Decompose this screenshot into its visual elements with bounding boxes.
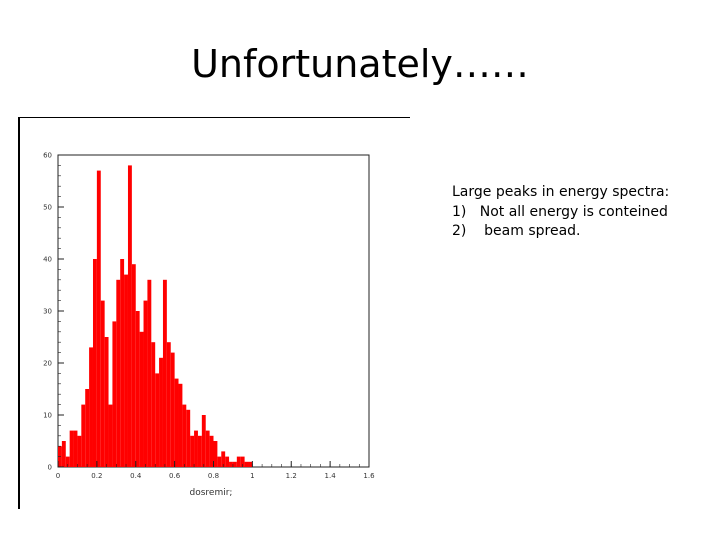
histogram-bar: [162, 279, 167, 467]
histogram-bar: [116, 279, 121, 467]
histogram-bar: [120, 259, 125, 467]
histogram-bar: [232, 461, 237, 467]
histogram-bar: [182, 404, 187, 467]
histogram-bar: [205, 430, 210, 467]
x-tick-label: 0.6: [169, 472, 181, 480]
histogram-bar: [77, 435, 82, 467]
histogram-bar: [155, 373, 160, 467]
histogram-bar: [166, 342, 171, 467]
histogram-bar: [221, 451, 226, 467]
notes-line-1: Large peaks in energy spectra:: [452, 184, 670, 200]
histogram-bar: [186, 409, 191, 467]
histogram-bar: [225, 456, 230, 467]
x-tick-label: 0.8: [208, 472, 219, 480]
x-tick-label: 0.2: [91, 472, 102, 480]
notes-line-2: 1) Not all energy is conteined: [452, 203, 668, 220]
y-tick-label: 10: [43, 412, 52, 420]
y-tick-label: 20: [43, 360, 52, 368]
histogram-bar: [174, 378, 179, 467]
y-tick-label: 60: [43, 152, 52, 160]
histogram-bar: [201, 415, 206, 467]
histogram-bar: [139, 331, 144, 467]
histogram-bar: [197, 435, 202, 467]
histogram-bar: [100, 300, 105, 467]
histogram-bar: [73, 430, 78, 467]
histogram-bar: [92, 259, 97, 467]
panel-top-border: [18, 117, 410, 118]
y-tick-label: 0: [48, 464, 52, 472]
histogram-bar: [135, 311, 140, 467]
x-tick-label: 0.4: [130, 472, 142, 480]
histogram-bar: [240, 456, 245, 467]
histogram-bar: [244, 461, 249, 467]
histogram-bar: [213, 441, 218, 467]
histogram-bar: [151, 342, 156, 467]
histogram-bar: [61, 441, 66, 467]
x-tick-label: 1.2: [286, 472, 297, 480]
y-ticks: 0 10 20 30 40 50 60: [43, 152, 64, 472]
x-tick-label: 0: [56, 472, 60, 480]
x-tick-label: 1.4: [325, 472, 337, 480]
y-tick-label: 30: [43, 308, 52, 316]
histogram-bar: [112, 321, 117, 467]
histogram-bar: [69, 430, 74, 467]
histogram-bar: [124, 274, 128, 467]
histogram-bar: [104, 337, 109, 467]
histogram-bar: [81, 404, 86, 467]
histogram-bar: [147, 279, 152, 467]
x-axis-label: dosremir;: [190, 488, 233, 498]
panel-left-border: [18, 117, 20, 509]
y-tick-label: 50: [43, 204, 52, 212]
histogram-bar: [131, 264, 136, 467]
histogram-bar: [209, 435, 214, 467]
histogram-panel: 0 0.2 0.4 0.6 0.8 1 1.2 1.4 1.6 0 10 20 30 40 50 60 do…: [18, 117, 410, 509]
histogram-bar: [89, 347, 93, 467]
histogram-bar: [248, 461, 253, 467]
histogram-bar: [190, 435, 195, 467]
histogram-bar: [229, 461, 233, 467]
histogram-bar: [96, 170, 101, 467]
histogram-bar: [217, 456, 222, 467]
y-tick-label: 40: [43, 256, 52, 264]
energy-histogram: 0 0.2 0.4 0.6 0.8 1 1.2 1.4 1.6 0 10 20 30 40 50 60 do…: [43, 152, 375, 499]
histogram-bar: [127, 165, 132, 467]
histogram-bar: [178, 383, 183, 467]
histogram-bar: [85, 389, 90, 467]
notes-textbox: Large peaks in energy spectra: 1) Not al…: [452, 183, 669, 242]
histogram-bar: [194, 430, 198, 467]
slide-title: Unfortunately……: [191, 42, 529, 86]
x-ticks: 0 0.2 0.4 0.6 0.8 1 1.2 1.4 1.6: [56, 461, 375, 480]
histogram-bar: [236, 456, 241, 467]
x-tick-label: 1.6: [363, 472, 375, 480]
histogram-bar: [143, 300, 148, 467]
notes-line-3: 2) beam spread.: [452, 223, 581, 239]
histogram-bar: [108, 404, 113, 467]
x-tick-label: 1: [250, 472, 254, 480]
histogram-bar: [65, 456, 70, 467]
histogram-bar: [170, 352, 175, 467]
histogram-bar: [159, 357, 163, 467]
